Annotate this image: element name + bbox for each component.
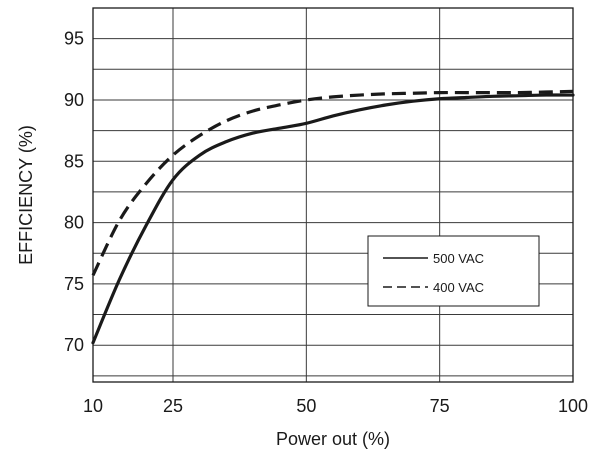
x-tick-label: 25 xyxy=(163,396,183,416)
tick-labels: 10 25 50 75 100 70 75 80 85 90 95 xyxy=(64,29,588,416)
x-tick-label: 75 xyxy=(430,396,450,416)
x-tick-label: 50 xyxy=(296,396,316,416)
legend: 500 VAC 400 VAC xyxy=(367,235,540,307)
y-tick-label: 95 xyxy=(64,29,84,49)
legend-label-500vac: 500 VAC xyxy=(433,251,484,266)
legend-box xyxy=(367,235,540,307)
y-tick-label: 75 xyxy=(64,274,84,294)
y-tick-label: 85 xyxy=(64,151,84,171)
y-tick-label: 80 xyxy=(64,213,84,233)
y-axis-title: EFFICIENCY (%) xyxy=(16,125,36,265)
x-tick-label: 100 xyxy=(558,396,588,416)
series-layer xyxy=(91,89,575,345)
x-tick-label: 10 xyxy=(83,396,103,416)
series-line-500vac xyxy=(91,93,575,345)
plot-frame xyxy=(92,7,574,383)
series-line-400vac xyxy=(91,89,574,277)
y-tick-label: 70 xyxy=(64,335,84,355)
y-tick-label: 90 xyxy=(64,90,84,110)
x-axis-title: Power out (%) xyxy=(276,429,390,449)
legend-label-400vac: 400 VAC xyxy=(433,280,484,295)
grid xyxy=(92,7,574,382)
